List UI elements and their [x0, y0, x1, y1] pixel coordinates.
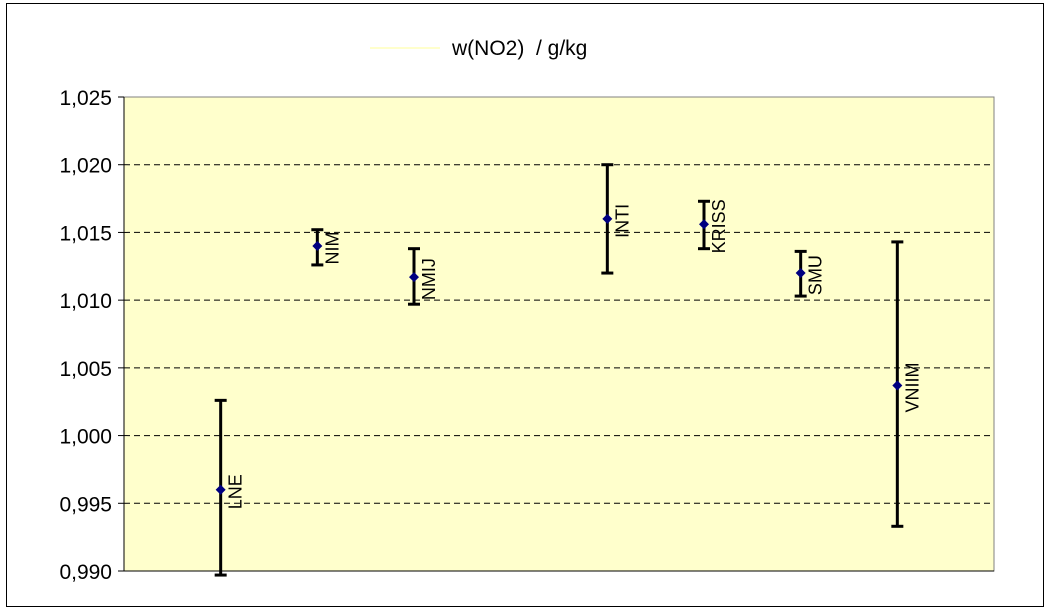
- point-nmij: NMIJ: [408, 247, 439, 306]
- point-label: INTI: [612, 204, 632, 238]
- y-tick-label: 1,000: [59, 426, 112, 449]
- data-marker: [602, 213, 613, 224]
- point-vniim: VNIIM: [891, 240, 922, 528]
- point-label: SMU: [806, 255, 826, 295]
- y-tick-label: 0,995: [59, 493, 112, 516]
- y-tick-label: 1,010: [59, 290, 112, 313]
- y-tick-label: 1,020: [59, 155, 112, 178]
- legend-label: w(NO2) / g/kg: [451, 37, 587, 60]
- point-label: VNIIM: [902, 362, 922, 412]
- point-lne: LNE: [214, 398, 246, 577]
- point-label: NIM: [322, 231, 342, 264]
- data-marker: [312, 240, 323, 251]
- point-smu: SMU: [794, 249, 826, 298]
- point-kriss: KRISS: [698, 199, 729, 253]
- data-marker: [892, 380, 903, 391]
- y-tick-label: 1,015: [59, 222, 112, 245]
- y-tick-label: 1,005: [59, 358, 112, 381]
- plot-area: [123, 96, 995, 572]
- data-marker: [699, 219, 709, 230]
- point-label: LNE: [226, 474, 246, 509]
- grid-lines: [124, 164, 994, 504]
- data-marker: [795, 268, 806, 279]
- y-tick-label: 0,990: [59, 561, 112, 584]
- series: LNE NIM NMIJ INTI KRISS SMU VNIIM: [214, 163, 922, 577]
- legend: w(NO2) / g/kg: [370, 37, 587, 60]
- point-label: KRISS: [709, 199, 729, 253]
- y-tick-labels: 0,990 0,995 1,000 1,005 1,010 1,015 1,020 1,025: [59, 87, 124, 584]
- point-label: NMIJ: [419, 258, 439, 300]
- point-nim: NIM: [311, 228, 342, 267]
- y-tick-label: 1,025: [59, 87, 112, 110]
- point-inti: INTI: [601, 163, 632, 275]
- data-marker: [215, 484, 226, 495]
- data-marker: [409, 272, 419, 283]
